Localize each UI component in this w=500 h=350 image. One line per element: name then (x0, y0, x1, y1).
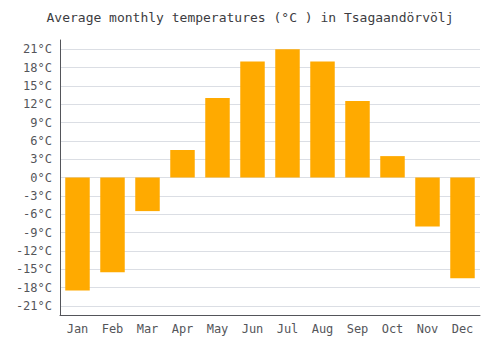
svg-text:-6°C: -6°C (23, 207, 52, 221)
svg-text:-9°C: -9°C (23, 226, 52, 240)
svg-text:Mar: Mar (137, 322, 159, 336)
svg-text:Apr: Apr (172, 322, 194, 336)
svg-text:18°C: 18°C (23, 61, 52, 75)
svg-text:Jul: Jul (277, 322, 299, 336)
svg-text:-15°C: -15°C (16, 262, 52, 276)
svg-text:-3°C: -3°C (23, 189, 52, 203)
svg-text:-18°C: -18°C (16, 281, 52, 295)
svg-text:Sep: Sep (347, 322, 369, 336)
svg-text:May: May (207, 322, 229, 336)
svg-text:Aug: Aug (312, 322, 334, 336)
svg-text:Dec: Dec (452, 322, 474, 336)
svg-text:Feb: Feb (102, 322, 124, 336)
svg-text:0°C: 0°C (30, 171, 52, 185)
svg-text:3°C: 3°C (30, 152, 52, 166)
svg-text:Average monthly temperatures (: Average monthly temperatures (°C ) in Ts… (47, 10, 454, 25)
svg-text:15°C: 15°C (23, 79, 52, 93)
svg-text:21°C: 21°C (23, 42, 52, 56)
svg-text:Jun: Jun (242, 322, 264, 336)
svg-text:Jan: Jan (67, 322, 89, 336)
svg-text:-12°C: -12°C (16, 244, 52, 258)
svg-text:Oct: Oct (382, 322, 404, 336)
svg-text:12°C: 12°C (23, 97, 52, 111)
svg-text:-21°C: -21°C (16, 299, 52, 313)
svg-text:Nov: Nov (417, 322, 439, 336)
svg-text:9°C: 9°C (30, 116, 52, 130)
svg-text:6°C: 6°C (30, 134, 52, 148)
